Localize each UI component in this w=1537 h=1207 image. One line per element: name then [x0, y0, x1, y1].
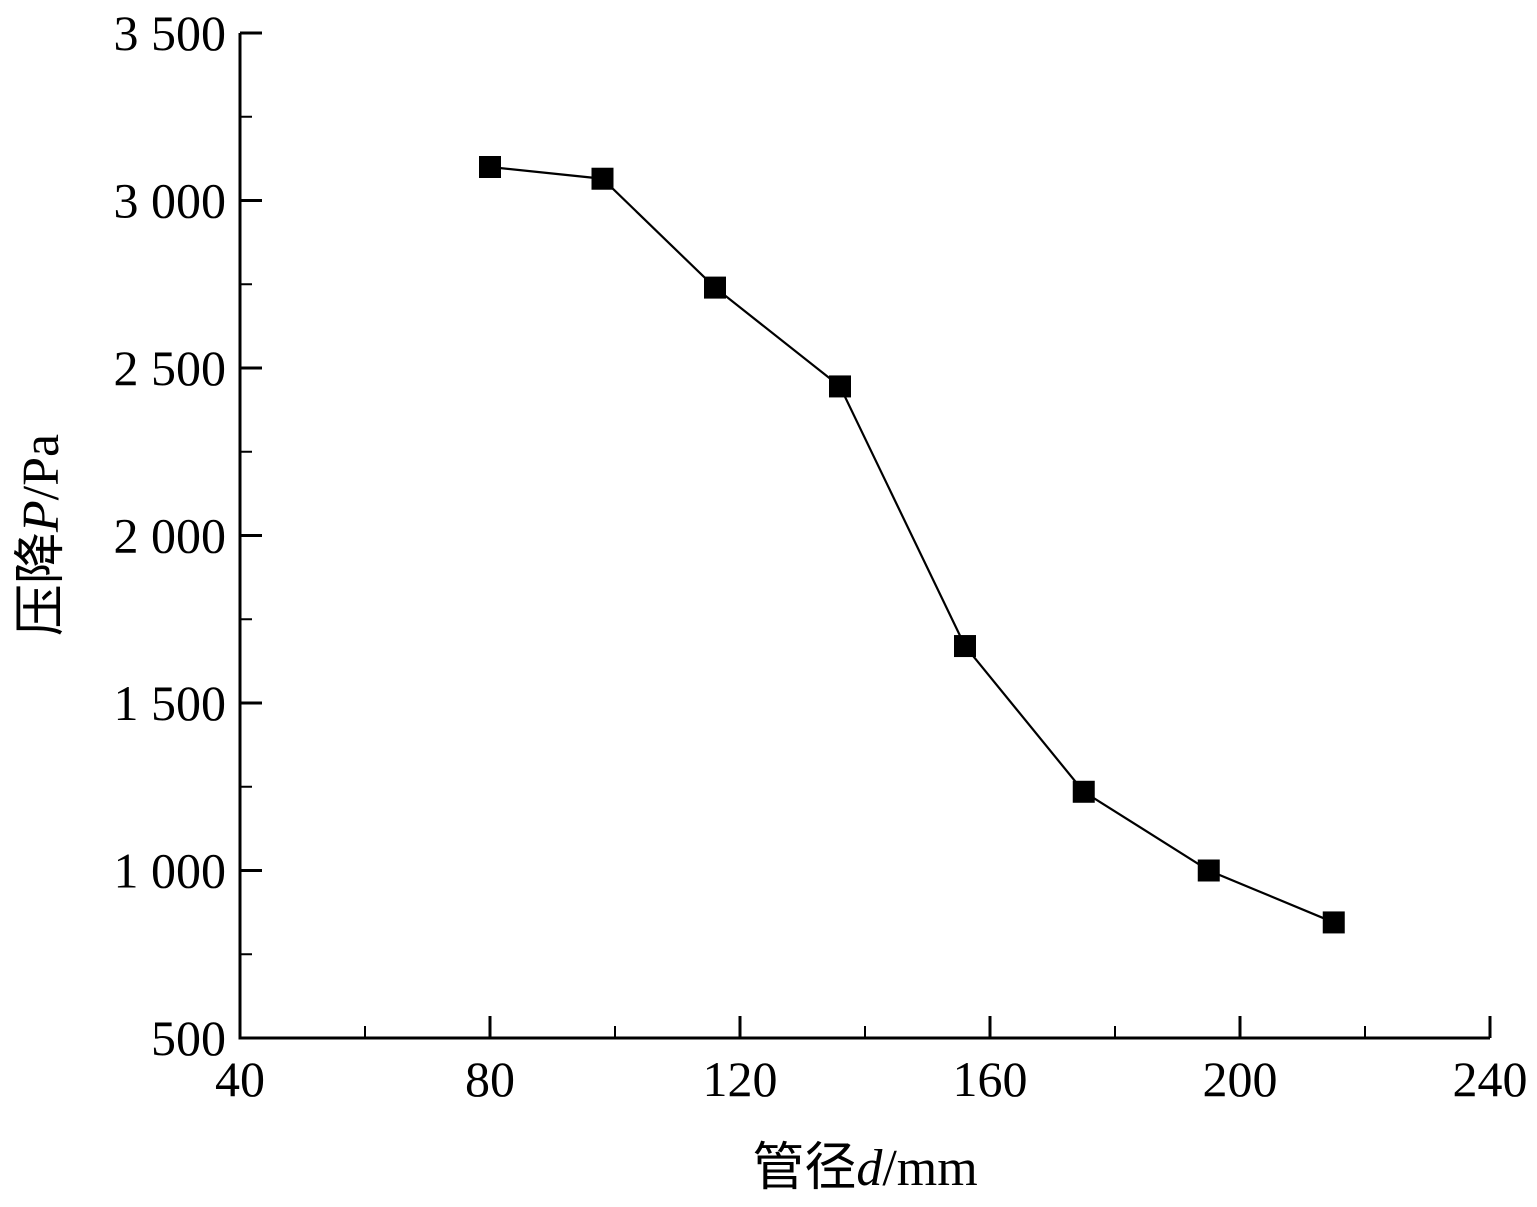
y-tick-label: 1 500 [114, 675, 227, 731]
data-point-marker [704, 276, 726, 299]
data-series [479, 156, 1345, 934]
x-tick-label: 120 [703, 1051, 778, 1107]
y-tick-label: 500 [151, 1010, 226, 1066]
x-tick-label: 80 [465, 1051, 515, 1107]
axes [238, 33, 1490, 1040]
series-line [489, 165, 1335, 924]
data-point-marker [1197, 859, 1220, 882]
y-tick-label: 3 500 [114, 5, 227, 61]
x-tick-label: 160 [953, 1051, 1028, 1107]
y-axis-ticks: 500 1 000 1 500 2 000 2 500 3 000 3 500 [114, 5, 262, 1066]
x-tick-label: 40 [215, 1051, 265, 1107]
data-point-marker [1072, 780, 1095, 803]
x-axis-ticks: 40 80 120 160 200 240 [215, 1016, 1528, 1107]
data-point-marker [479, 156, 501, 178]
y-tick-label: 2 000 [114, 508, 227, 564]
data-point-marker [591, 167, 614, 190]
y-axis-title: 压降P/Pa [13, 434, 70, 636]
x-tick-label: 240 [1453, 1051, 1528, 1107]
y-tick-label: 2 500 [114, 340, 227, 396]
y-tick-label: 3 000 [114, 173, 227, 229]
data-point-marker [829, 375, 851, 398]
x-axis-title: 管径d/mm [752, 1140, 977, 1197]
y-tick-label: 1 000 [114, 843, 227, 899]
x-tick-label: 200 [1203, 1051, 1278, 1107]
data-point-marker [1322, 911, 1345, 934]
data-point-marker [954, 635, 976, 658]
